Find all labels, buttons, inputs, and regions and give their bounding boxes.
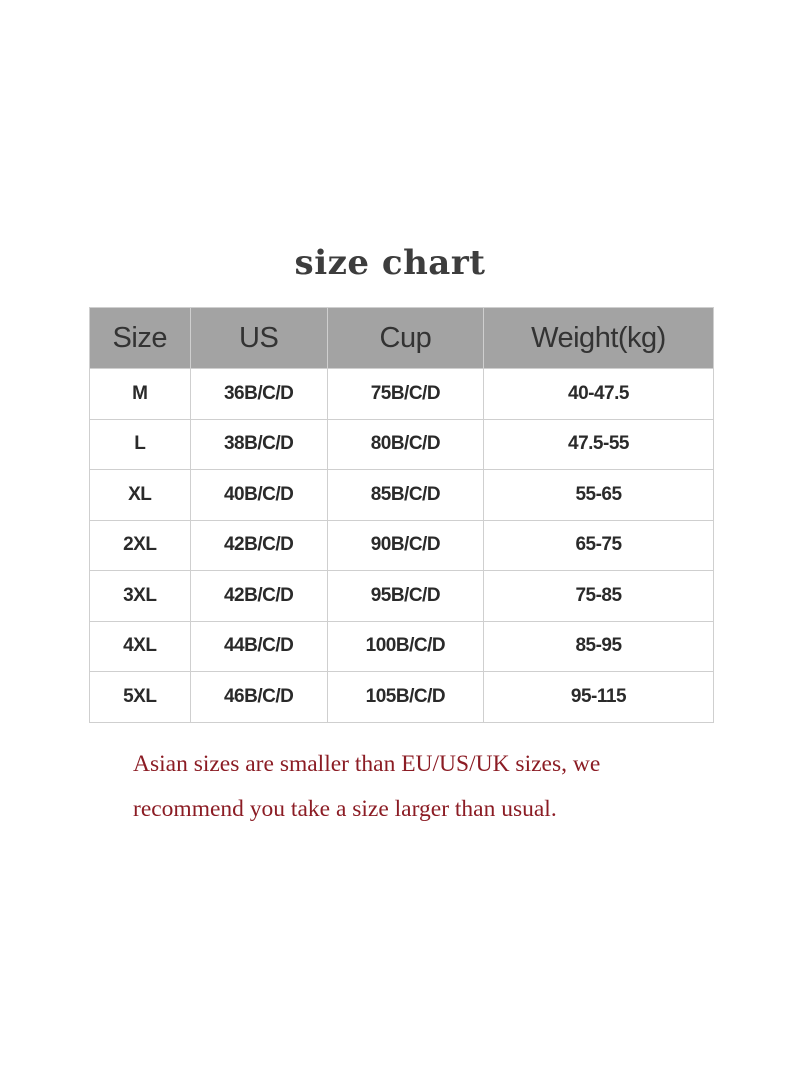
cell-us: 46B/C/D bbox=[189, 671, 328, 723]
sizing-note-line-2: recommend you take a size larger than us… bbox=[133, 796, 557, 822]
table-row: M 36B/C/D 75B/C/D 40-47.5 bbox=[89, 368, 715, 420]
cell-us: 40B/C/D bbox=[189, 469, 328, 521]
header-cup: Cup bbox=[326, 307, 484, 369]
cell-weight: 55-65 bbox=[482, 469, 715, 521]
page-title: size chart bbox=[294, 243, 486, 283]
table-row: 5XL 46B/C/D 105B/C/D 95-115 bbox=[89, 671, 715, 723]
cell-cup: 100B/C/D bbox=[326, 620, 484, 672]
table-row: 2XL 42B/C/D 90B/C/D 65-75 bbox=[89, 519, 715, 571]
table-row: 3XL 42B/C/D 95B/C/D 75-85 bbox=[89, 570, 715, 622]
header-size: Size bbox=[89, 307, 191, 369]
cell-cup: 90B/C/D bbox=[326, 519, 484, 571]
cell-cup: 75B/C/D bbox=[326, 368, 484, 420]
cell-us: 44B/C/D bbox=[189, 620, 328, 672]
cell-weight: 65-75 bbox=[482, 519, 715, 571]
cell-us: 42B/C/D bbox=[189, 519, 328, 571]
table-header-row: Size US Cup Weight(kg) bbox=[89, 307, 715, 369]
cell-cup: 95B/C/D bbox=[326, 570, 484, 622]
cell-size: M bbox=[89, 368, 191, 420]
table-row: XL 40B/C/D 85B/C/D 55-65 bbox=[89, 469, 715, 521]
cell-cup: 80B/C/D bbox=[326, 418, 484, 470]
cell-size: 3XL bbox=[89, 570, 191, 622]
cell-weight: 47.5-55 bbox=[482, 418, 715, 470]
size-chart-table: Size US Cup Weight(kg) M 36B/C/D 75B/C/D 40… bbox=[89, 307, 715, 723]
cell-size: 5XL bbox=[89, 671, 191, 723]
cell-weight: 95-115 bbox=[482, 671, 715, 723]
cell-size: 4XL bbox=[89, 620, 191, 672]
sizing-note-line-1: Asian sizes are smaller than EU/US/UK si… bbox=[133, 751, 601, 777]
cell-weight: 40-47.5 bbox=[482, 368, 715, 420]
cell-us: 36B/C/D bbox=[189, 368, 328, 420]
cell-cup: 105B/C/D bbox=[326, 671, 484, 723]
table-row: L 38B/C/D 80B/C/D 47.5-55 bbox=[89, 418, 715, 470]
header-weight: Weight(kg) bbox=[482, 307, 715, 369]
sizing-note: Asian sizes are smaller than EU/US/UK si… bbox=[133, 742, 713, 832]
cell-size: L bbox=[89, 418, 191, 470]
header-us: US bbox=[189, 307, 328, 369]
cell-weight: 85-95 bbox=[482, 620, 715, 672]
cell-us: 42B/C/D bbox=[189, 570, 328, 622]
cell-weight: 75-85 bbox=[482, 570, 715, 622]
table-row: 4XL 44B/C/D 100B/C/D 85-95 bbox=[89, 620, 715, 672]
cell-us: 38B/C/D bbox=[189, 418, 328, 470]
cell-size: 2XL bbox=[89, 519, 191, 571]
cell-size: XL bbox=[89, 469, 191, 521]
cell-cup: 85B/C/D bbox=[326, 469, 484, 521]
